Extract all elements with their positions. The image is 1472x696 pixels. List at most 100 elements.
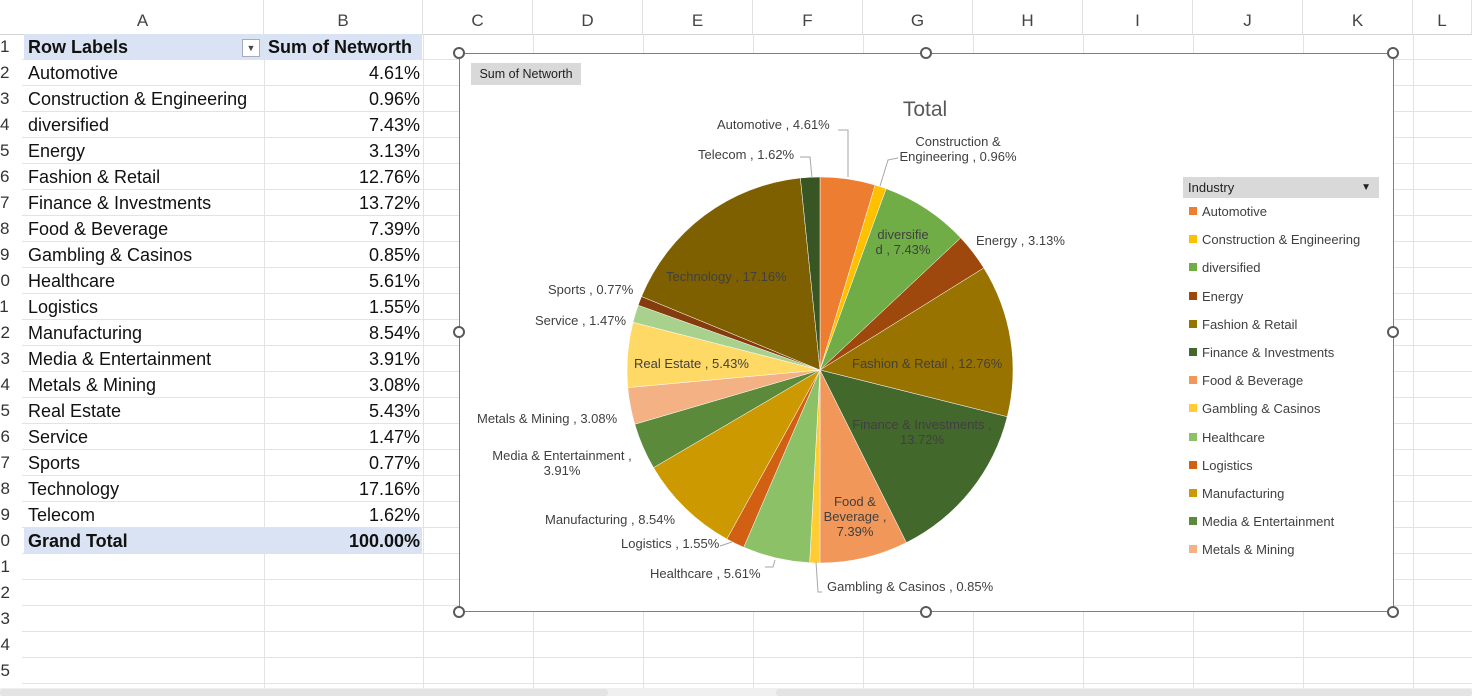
legend-entry[interactable]: Construction & Engineering: [1189, 232, 1360, 248]
pie-slice-fashion-retail[interactable]: [819, 267, 1014, 418]
row-header-25[interactable]: 25: [0, 661, 10, 680]
row-header-4[interactable]: 4: [0, 115, 10, 134]
row-header-20[interactable]: 20: [0, 531, 10, 550]
pivot-row-label[interactable]: Telecom: [28, 505, 96, 525]
row-header-6[interactable]: 6: [0, 167, 10, 186]
pivot-row-value[interactable]: 3.08%: [368, 375, 420, 395]
row-header-23[interactable]: 23: [0, 609, 10, 628]
column-header-c[interactable]: C: [423, 0, 533, 34]
pivot-row-label[interactable]: Healthcare: [28, 271, 116, 291]
pivot-row-label[interactable]: Media & Entertainment: [28, 349, 212, 369]
resize-handle[interactable]: [453, 326, 465, 338]
sheet-row[interactable]: [22, 606, 1472, 632]
pivot-row-value[interactable]: 1.62%: [368, 505, 420, 525]
column-header-h[interactable]: H: [973, 0, 1083, 34]
pivot-row-label[interactable]: Food & Beverage: [28, 219, 169, 239]
row-header-9[interactable]: 9: [0, 245, 10, 264]
pivot-row-label[interactable]: Technology: [28, 479, 120, 499]
pivot-row-value[interactable]: 0.77%: [368, 453, 420, 473]
legend-entry[interactable]: Logistics: [1189, 458, 1253, 474]
pivot-row-value[interactable]: 8.54%: [368, 323, 420, 343]
row-header-15[interactable]: 15: [0, 401, 10, 420]
pivot-row-value[interactable]: 12.76%: [358, 167, 420, 187]
row-header-8[interactable]: 8: [0, 219, 10, 238]
pie-slice-technology[interactable]: [641, 177, 821, 371]
pivot-row-value[interactable]: 0.96%: [368, 89, 420, 109]
pivot-grand-total-label[interactable]: Grand Total: [28, 531, 128, 551]
resize-handle[interactable]: [1387, 326, 1399, 338]
resize-handle[interactable]: [920, 606, 932, 618]
legend-entry[interactable]: Automotive: [1189, 204, 1267, 220]
resize-handle[interactable]: [1387, 606, 1399, 618]
pivot-row-label[interactable]: Finance & Investments: [28, 193, 212, 213]
horizontal-scroll-thumb[interactable]: [776, 689, 1472, 696]
row-header-17[interactable]: 17: [0, 453, 10, 472]
pivot-row-value[interactable]: 17.16%: [358, 479, 420, 499]
resize-handle[interactable]: [453, 47, 465, 59]
row-header-10[interactable]: 10: [0, 271, 10, 290]
legend-entry[interactable]: diversified: [1189, 260, 1261, 276]
sheet-row[interactable]: [22, 632, 1472, 658]
legend-entry[interactable]: Metals & Mining: [1189, 542, 1294, 558]
pivot-row-label[interactable]: Gambling & Casinos: [28, 245, 193, 265]
row-header-2[interactable]: 2: [0, 63, 10, 82]
pivot-row-label[interactable]: Service: [28, 427, 89, 447]
pivot-row-value[interactable]: 3.13%: [368, 141, 420, 161]
legend-entry[interactable]: Food & Beverage: [1189, 373, 1303, 389]
row-header-21[interactable]: 21: [0, 557, 10, 576]
row-labels-filter-dropdown-icon[interactable]: ▼: [242, 39, 260, 57]
pivot-grand-total-value[interactable]: 100.00%: [348, 531, 420, 551]
resize-handle[interactable]: [1387, 47, 1399, 59]
pivot-row-labels-header[interactable]: Row Labels: [28, 37, 129, 57]
pivot-row-value[interactable]: 13.72%: [358, 193, 420, 213]
row-header-16[interactable]: 16: [0, 427, 10, 446]
pivot-row-label[interactable]: Manufacturing: [28, 323, 143, 343]
row-header-12[interactable]: 12: [0, 323, 10, 342]
sheet-row[interactable]: [22, 658, 1472, 684]
pivot-row-value[interactable]: 7.43%: [368, 115, 420, 135]
legend-entry[interactable]: Media & Entertainment: [1189, 514, 1334, 530]
legend-entry[interactable]: Manufacturing: [1189, 486, 1284, 502]
pivot-row-label[interactable]: Real Estate: [28, 401, 122, 421]
pivot-value-header[interactable]: Sum of Networth: [268, 37, 412, 57]
pivot-row-value[interactable]: 5.43%: [368, 401, 420, 421]
pivot-row-value[interactable]: 4.61%: [368, 63, 420, 83]
pie-slice-manufacturing[interactable]: [653, 369, 821, 540]
pivot-row-label[interactable]: Energy: [28, 141, 86, 161]
row-header-13[interactable]: 13: [0, 349, 10, 368]
pivot-row-value[interactable]: 1.47%: [368, 427, 420, 447]
pivot-row-value[interactable]: 7.39%: [368, 219, 420, 239]
horizontal-scrollbar[interactable]: [0, 688, 1472, 696]
column-header-e[interactable]: E: [643, 0, 753, 34]
pivot-row-label[interactable]: Fashion & Retail: [28, 167, 161, 187]
pivot-row-label[interactable]: Construction & Engineering: [28, 89, 248, 109]
column-header-g[interactable]: G: [863, 0, 973, 34]
chart-field-button[interactable]: Sum of Networth: [471, 63, 581, 85]
pivot-row-value[interactable]: 1.55%: [368, 297, 420, 317]
row-header-22[interactable]: 22: [0, 583, 10, 602]
row-header-3[interactable]: 3: [0, 89, 10, 108]
chart-title[interactable]: Total: [902, 98, 948, 121]
legend-dropdown-icon[interactable]: ▼: [1361, 182, 1371, 193]
pivot-row-label[interactable]: diversified: [28, 115, 110, 135]
column-header-f[interactable]: F: [753, 0, 863, 34]
pivot-row-label[interactable]: Logistics: [28, 297, 99, 317]
legend-entry[interactable]: Fashion & Retail: [1189, 317, 1297, 333]
column-header-j[interactable]: J: [1193, 0, 1303, 34]
legend-entry[interactable]: Healthcare: [1189, 430, 1265, 446]
row-header-7[interactable]: 7: [0, 193, 10, 212]
legend-field-button[interactable]: Industry ▼: [1183, 177, 1379, 198]
sheet-tab-area[interactable]: [0, 689, 608, 696]
row-header-11[interactable]: 11: [0, 297, 9, 316]
row-header-19[interactable]: 19: [0, 505, 10, 524]
legend-entry[interactable]: Finance & Investments: [1189, 345, 1334, 361]
resize-handle[interactable]: [920, 47, 932, 59]
pivot-row-label[interactable]: Sports: [28, 453, 81, 473]
legend-entry[interactable]: Energy: [1189, 289, 1243, 305]
row-header-14[interactable]: 14: [0, 375, 10, 394]
legend-entry[interactable]: Gambling & Casinos: [1189, 401, 1321, 417]
column-header-i[interactable]: I: [1083, 0, 1193, 34]
pivot-row-value[interactable]: 3.91%: [368, 349, 420, 369]
resize-handle[interactable]: [453, 606, 465, 618]
